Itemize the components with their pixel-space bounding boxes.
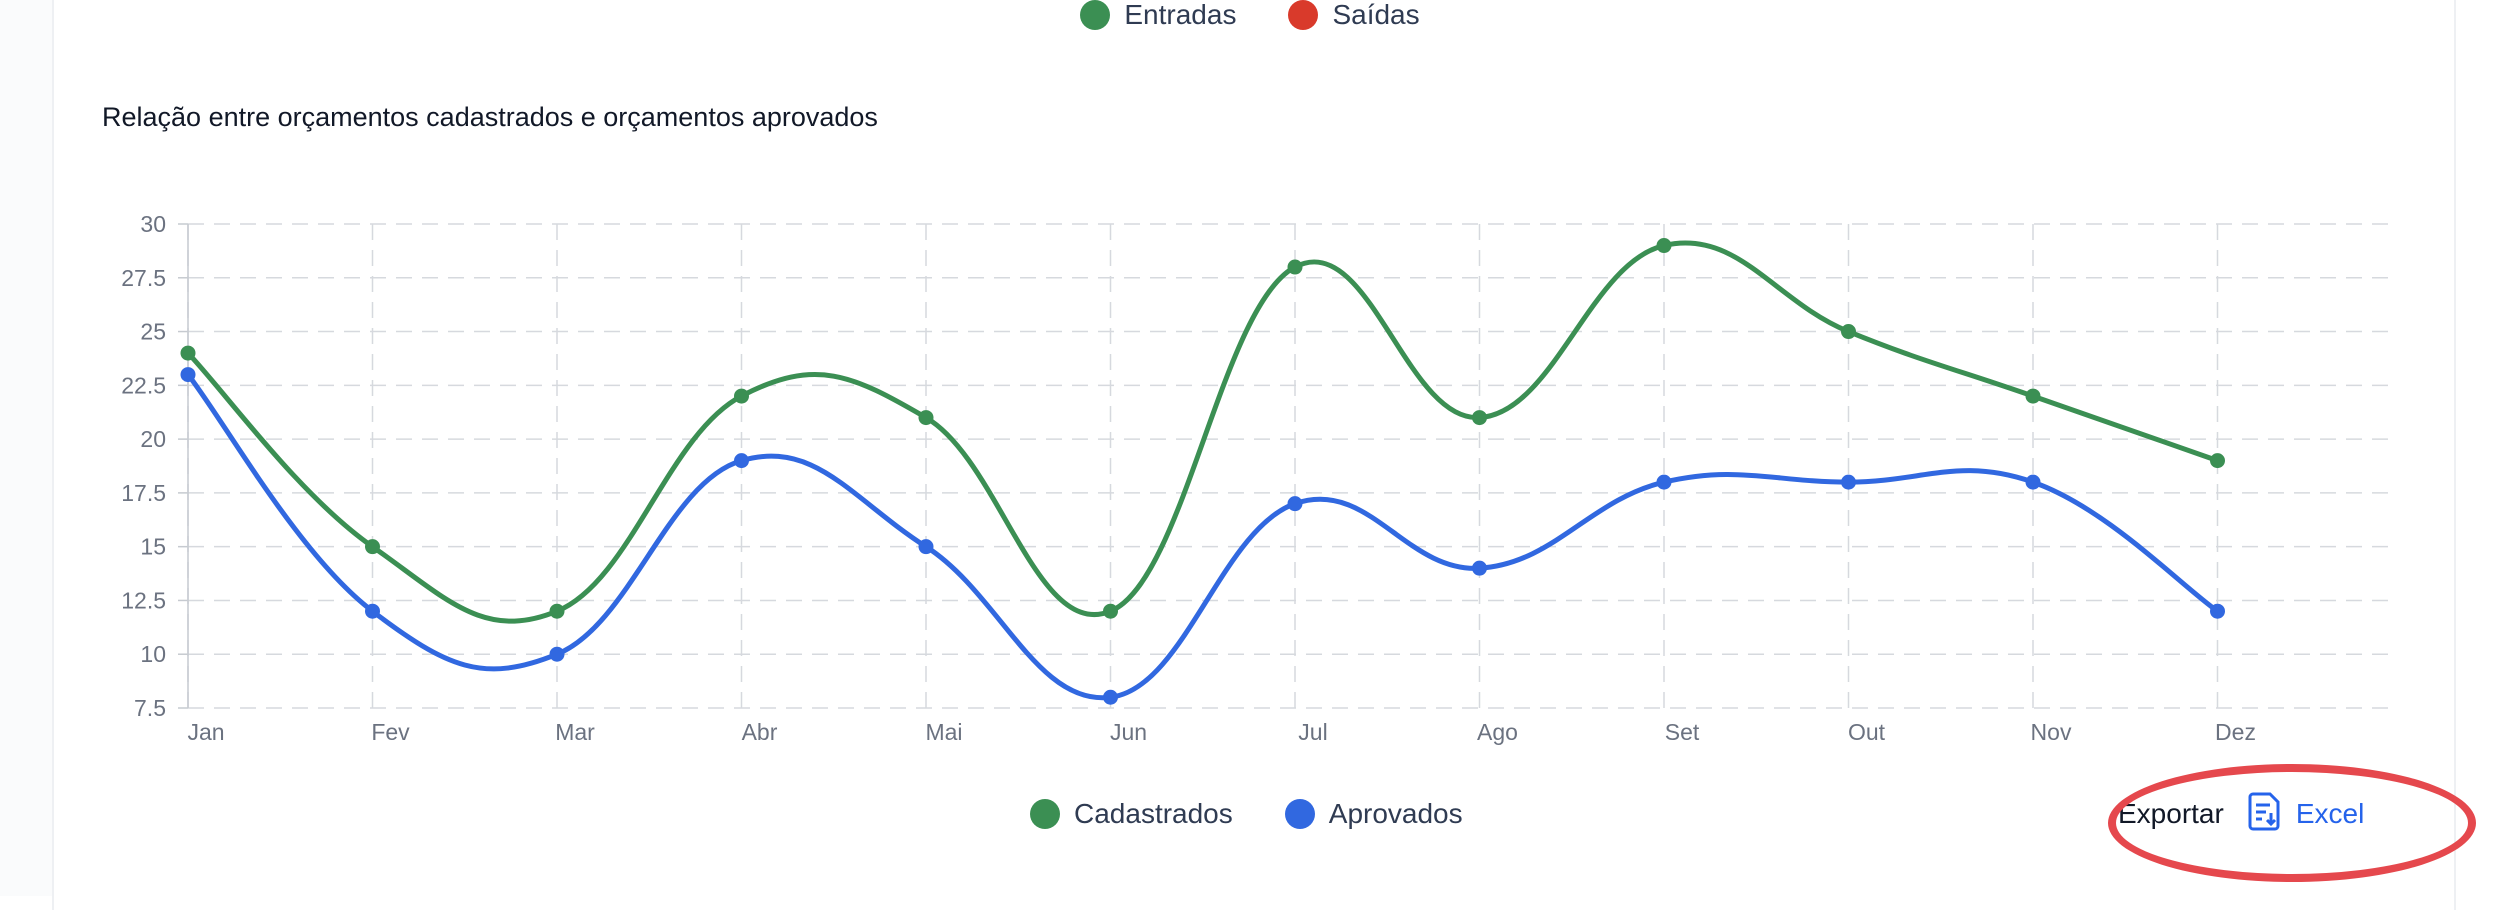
data-point-aprovados xyxy=(180,367,196,383)
legend-label-aprovados: Aprovados xyxy=(1328,798,1463,829)
x-tick-label: Mai xyxy=(925,719,962,745)
data-point-aprovados xyxy=(2210,603,2225,619)
y-tick-label: 20 xyxy=(140,426,166,452)
data-point-cadastrados xyxy=(1103,603,1118,619)
x-tick-label: Jul xyxy=(1298,719,1327,745)
legend-dot-cadastrados xyxy=(1030,799,1060,829)
y-tick-label: 15 xyxy=(140,534,166,560)
export-control: Exportar Excel xyxy=(2118,778,2418,850)
data-point-cadastrados xyxy=(1656,238,1672,254)
legend-dot-saidas xyxy=(1288,0,1319,30)
data-point-aprovados xyxy=(365,603,380,619)
x-tick-label: Out xyxy=(1848,719,1886,745)
legend-item-saidas[interactable]: Saídas xyxy=(1288,0,1420,31)
legend-item-entradas[interactable]: Entradas xyxy=(1080,0,1236,31)
data-point-cadastrados xyxy=(734,388,749,404)
export-label: Exportar xyxy=(2118,798,2224,829)
data-point-cadastrados xyxy=(918,410,934,426)
data-point-aprovados xyxy=(549,646,565,662)
data-point-aprovados xyxy=(1287,496,1303,512)
legend-dot-aprovados xyxy=(1284,799,1315,829)
y-tick-label: 22.5 xyxy=(121,372,166,398)
data-point-cadastrados xyxy=(2025,388,2041,404)
top-legend: Entradas Saídas xyxy=(0,0,2500,30)
data-point-aprovados xyxy=(1103,689,1118,705)
x-tick-label: Ago xyxy=(1477,719,1518,745)
data-point-aprovados xyxy=(2025,474,2041,490)
data-point-cadastrados xyxy=(1472,410,1487,426)
x-tick-label: Mar xyxy=(555,719,595,745)
legend-dot-entradas xyxy=(1080,0,1111,30)
y-tick-label: 7.5 xyxy=(134,695,166,721)
excel-label: Excel xyxy=(2295,798,2365,829)
chart-card xyxy=(52,0,2456,910)
legend-label-cadastrados: Cadastrados xyxy=(1074,798,1233,829)
chart-title: Relação entre orçamentos cadastrados e o… xyxy=(102,102,878,132)
legend-item-aprovados[interactable]: Aprovados xyxy=(1284,798,1463,830)
series-layer xyxy=(180,238,2225,705)
data-point-aprovados xyxy=(1841,474,1856,490)
bottom-legend: Cadastrados Aprovados xyxy=(1030,798,1463,830)
series-line-cadastrados xyxy=(186,240,2219,624)
x-tick-label: Fev xyxy=(371,719,410,745)
page-background-strip xyxy=(0,0,52,896)
y-tick-label: 12.5 xyxy=(121,587,166,613)
data-point-aprovados xyxy=(918,539,934,555)
data-point-aprovados xyxy=(1656,474,1672,490)
excel-file-icon xyxy=(2248,791,2282,838)
y-tick-label: 30 xyxy=(140,211,166,237)
y-tick-label: 27.5 xyxy=(121,265,166,291)
data-point-cadastrados xyxy=(1287,259,1303,275)
data-point-cadastrados xyxy=(180,345,196,361)
y-tick-label: 25 xyxy=(140,319,166,345)
grid-layer xyxy=(178,223,2398,709)
y-tick-label: 17.5 xyxy=(121,480,166,506)
legend-item-cadastrados[interactable]: Cadastrados xyxy=(1030,798,1233,830)
x-tick-label: Set xyxy=(1665,719,1700,745)
data-point-aprovados xyxy=(734,453,749,469)
x-tick-label: Jun xyxy=(1110,719,1147,745)
data-point-cadastrados xyxy=(549,603,565,619)
data-point-cadastrados xyxy=(365,539,380,555)
x-tick-label: Abr xyxy=(742,719,778,745)
series-line-aprovados xyxy=(186,373,2219,701)
data-point-aprovados xyxy=(1472,560,1487,576)
data-point-cadastrados xyxy=(2210,453,2225,469)
data-point-cadastrados xyxy=(1841,324,1856,340)
x-tick-label: Nov xyxy=(2031,719,2072,745)
tick-layer: 30 27.5 25 22.5 20 17.5 15 12.5 10 7.5 Jan Fev Mar Ab… xyxy=(121,211,2256,745)
legend-label-saidas: Saídas xyxy=(1332,0,1420,30)
y-tick-label: 10 xyxy=(140,641,166,667)
x-tick-label: Jan xyxy=(187,719,224,745)
export-excel-button[interactable]: Excel xyxy=(2248,791,2364,838)
x-tick-label: Dez xyxy=(2215,719,2256,745)
legend-label-entradas: Entradas xyxy=(1124,0,1237,30)
